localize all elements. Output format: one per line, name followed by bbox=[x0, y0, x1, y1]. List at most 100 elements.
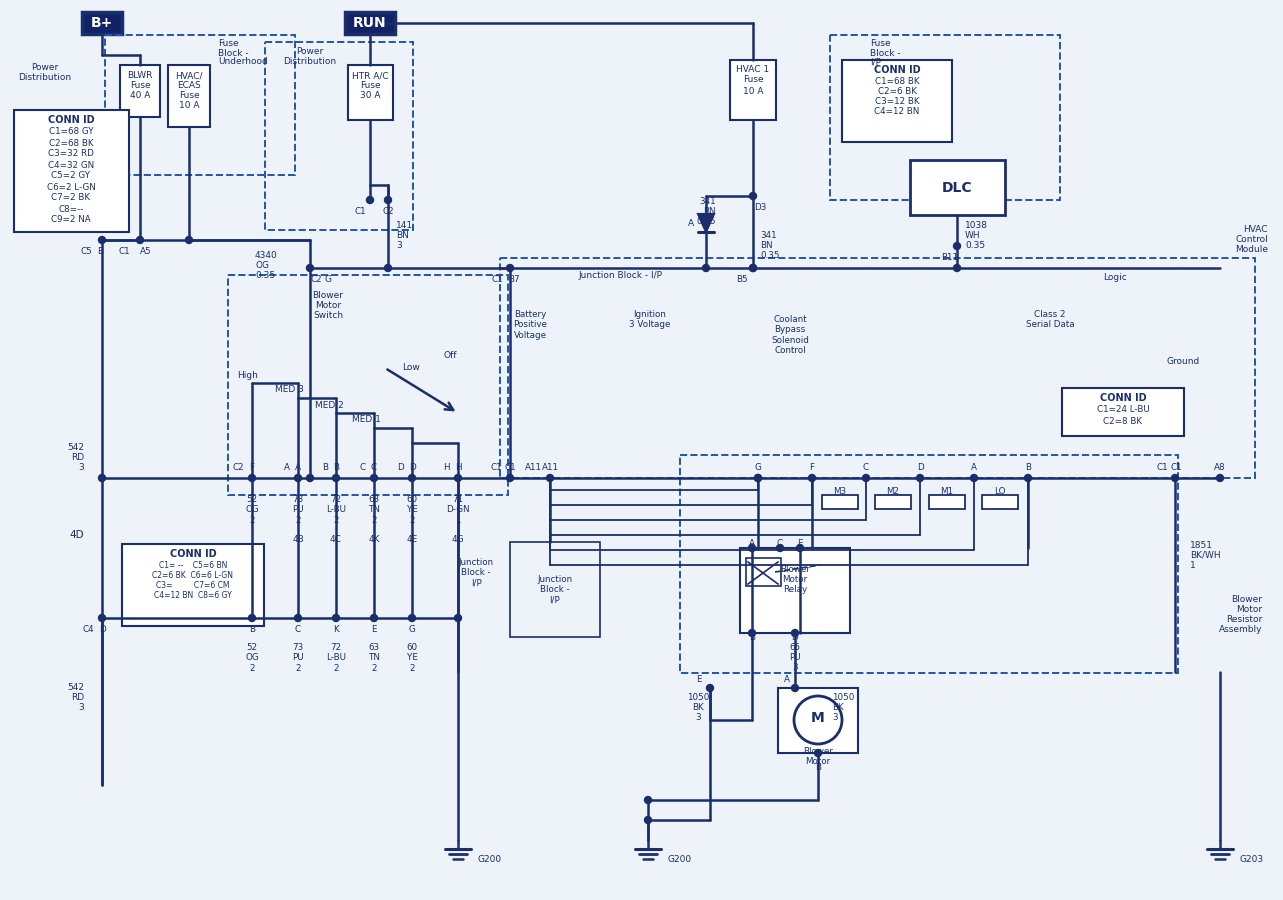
Text: C2=6 BK  C6=6 L-GN: C2=6 BK C6=6 L-GN bbox=[153, 572, 234, 580]
Bar bbox=[842, 60, 952, 142]
Text: C4=12 BN  C8=6 GY: C4=12 BN C8=6 GY bbox=[154, 591, 232, 600]
Text: Blower: Blower bbox=[313, 291, 344, 300]
Bar bbox=[348, 65, 393, 120]
Circle shape bbox=[644, 816, 652, 824]
Bar bbox=[82, 12, 122, 34]
Circle shape bbox=[307, 265, 313, 272]
Text: Fuse: Fuse bbox=[743, 76, 763, 85]
Text: A8: A8 bbox=[1214, 464, 1225, 472]
Text: 40 A: 40 A bbox=[130, 92, 150, 101]
Text: F: F bbox=[810, 464, 815, 472]
Circle shape bbox=[916, 474, 924, 482]
Text: D3: D3 bbox=[754, 202, 766, 211]
Circle shape bbox=[953, 242, 961, 249]
Circle shape bbox=[408, 474, 416, 482]
Text: OG: OG bbox=[255, 260, 269, 269]
Text: M: M bbox=[811, 711, 825, 725]
Text: Blower: Blower bbox=[780, 565, 810, 574]
Text: G203: G203 bbox=[1239, 856, 1264, 865]
Circle shape bbox=[754, 474, 762, 482]
Text: C2: C2 bbox=[382, 208, 394, 217]
Bar bbox=[777, 688, 858, 753]
Bar bbox=[14, 110, 130, 232]
Circle shape bbox=[385, 265, 391, 272]
Text: High: High bbox=[237, 371, 258, 380]
Text: 0.35: 0.35 bbox=[255, 271, 275, 280]
Text: H: H bbox=[454, 464, 462, 472]
Text: 1050: 1050 bbox=[686, 694, 709, 703]
Text: BN: BN bbox=[760, 240, 772, 249]
Text: B5: B5 bbox=[736, 275, 748, 284]
Text: 4K: 4K bbox=[368, 536, 380, 544]
Text: 30 A: 30 A bbox=[359, 92, 380, 101]
Text: WH: WH bbox=[965, 231, 980, 240]
Circle shape bbox=[776, 544, 784, 552]
Text: BN: BN bbox=[396, 230, 409, 239]
Bar bbox=[830, 35, 1060, 200]
Bar bbox=[266, 42, 413, 230]
Text: Class 2
Serial Data: Class 2 Serial Data bbox=[1025, 310, 1074, 329]
Text: C1=68 GY: C1=68 GY bbox=[49, 128, 94, 137]
Text: Logic: Logic bbox=[1103, 274, 1126, 283]
Text: D: D bbox=[408, 464, 416, 472]
Text: MED 2: MED 2 bbox=[316, 400, 344, 410]
Bar bbox=[929, 495, 965, 509]
Text: C1: C1 bbox=[354, 208, 366, 217]
Text: 1851: 1851 bbox=[1191, 541, 1212, 550]
Circle shape bbox=[136, 237, 144, 244]
Text: A: A bbox=[284, 464, 290, 472]
Text: M3: M3 bbox=[834, 488, 847, 497]
Text: 3: 3 bbox=[695, 714, 701, 723]
Text: RD: RD bbox=[71, 694, 83, 703]
Circle shape bbox=[547, 474, 553, 482]
Text: D: D bbox=[792, 633, 798, 642]
Text: 3: 3 bbox=[792, 663, 798, 672]
Text: Fuse: Fuse bbox=[870, 40, 890, 49]
Text: A11: A11 bbox=[541, 464, 558, 472]
Text: C1: C1 bbox=[1170, 464, 1182, 472]
Text: C: C bbox=[863, 464, 869, 472]
Circle shape bbox=[99, 615, 105, 622]
Text: PU: PU bbox=[789, 653, 801, 662]
Text: D: D bbox=[398, 464, 404, 472]
Text: H: H bbox=[444, 464, 450, 472]
Text: Motor: Motor bbox=[806, 758, 830, 767]
Text: RD: RD bbox=[71, 454, 83, 463]
Text: E: E bbox=[697, 676, 702, 685]
Text: G200: G200 bbox=[479, 856, 502, 865]
Bar bbox=[121, 65, 160, 117]
Text: Distribution: Distribution bbox=[18, 74, 72, 83]
Bar bbox=[345, 12, 395, 34]
Text: Motor: Motor bbox=[314, 301, 341, 310]
Text: 4C: 4C bbox=[330, 536, 343, 544]
Circle shape bbox=[953, 265, 961, 272]
Circle shape bbox=[99, 474, 105, 482]
Bar bbox=[981, 495, 1017, 509]
Circle shape bbox=[808, 474, 816, 482]
Text: 3: 3 bbox=[78, 464, 83, 472]
Bar bbox=[875, 495, 911, 509]
Text: Distribution: Distribution bbox=[284, 58, 336, 67]
Text: 72
L-BU
2: 72 L-BU 2 bbox=[326, 644, 346, 673]
Text: 4E: 4E bbox=[407, 536, 418, 544]
Bar bbox=[122, 544, 264, 626]
Text: 60
YE
2: 60 YE 2 bbox=[407, 644, 417, 673]
Text: B: B bbox=[815, 763, 821, 772]
Text: G: G bbox=[754, 464, 761, 472]
Text: Ground: Ground bbox=[1166, 357, 1200, 366]
Text: 4D: 4D bbox=[69, 530, 83, 540]
Text: A: A bbox=[295, 464, 302, 472]
Circle shape bbox=[332, 474, 340, 482]
Circle shape bbox=[792, 629, 798, 636]
Text: Junction
Block -
I/P: Junction Block - I/P bbox=[458, 558, 494, 588]
Text: B: B bbox=[749, 633, 754, 642]
Circle shape bbox=[792, 685, 798, 691]
Text: 73
PU
2: 73 PU 2 bbox=[293, 495, 304, 525]
Text: BK: BK bbox=[831, 704, 844, 713]
Bar bbox=[740, 548, 851, 633]
Circle shape bbox=[797, 544, 803, 552]
Circle shape bbox=[748, 629, 756, 636]
Text: C1: C1 bbox=[118, 248, 130, 256]
Text: G200: G200 bbox=[668, 856, 692, 865]
Circle shape bbox=[408, 615, 416, 622]
